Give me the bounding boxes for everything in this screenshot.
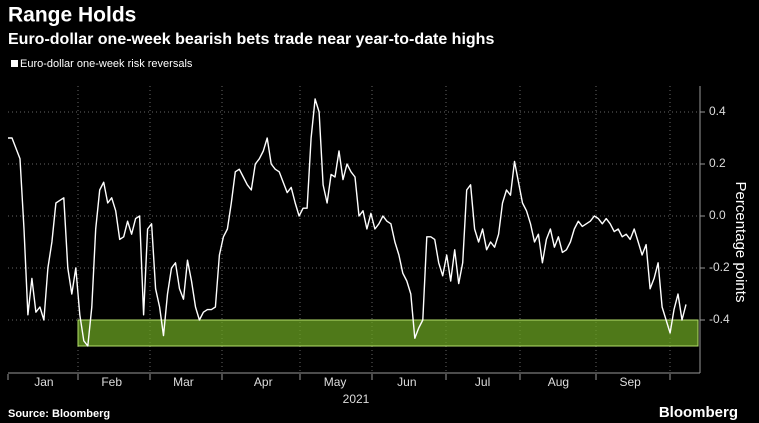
x-tick-label: Mar [173, 375, 194, 389]
legend-label: Euro-dollar one-week risk reversals [20, 58, 193, 70]
brand: Bloomberg [659, 404, 738, 421]
y-tick-label: 0.4 [709, 104, 726, 118]
x-tick-label: Aug [548, 375, 569, 389]
source: Source: Bloomberg [8, 408, 110, 420]
x-tick-label: Apr [254, 375, 273, 389]
series-line [8, 98, 687, 347]
x-tick-label: Jun [397, 375, 416, 389]
chart-subtitle: Euro-dollar one-week bearish bets trade … [8, 31, 494, 48]
x-tick-label: Jul [475, 375, 490, 389]
highlight-band [77, 319, 699, 347]
x-tick-label: Sep [619, 375, 641, 389]
y-tick-label: -0.4 [709, 312, 730, 326]
chart-title: Range Holds [8, 4, 136, 27]
x-tick-label: Jan [34, 375, 53, 389]
x-tick-label: May [324, 375, 347, 389]
y-tick-label: -0.2 [709, 260, 730, 274]
x-tick-label: Feb [101, 375, 122, 389]
y-axis-label: Percentage points [732, 182, 749, 303]
y-tick-label: 0.0 [709, 208, 726, 222]
x-axis-label: 2021 [343, 392, 370, 406]
legend-swatch [11, 60, 18, 67]
y-tick-label: 0.2 [709, 156, 726, 170]
month-separators [7, 374, 671, 380]
